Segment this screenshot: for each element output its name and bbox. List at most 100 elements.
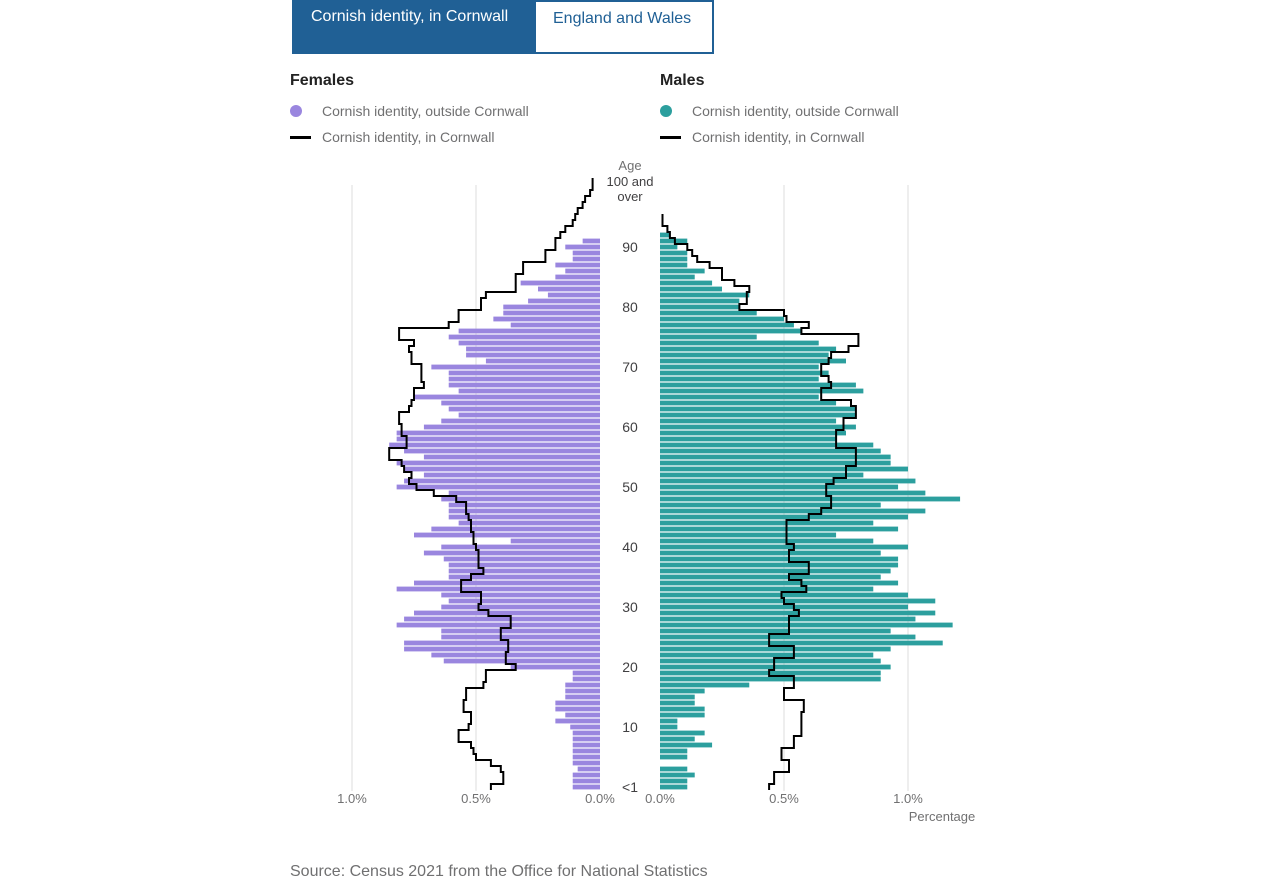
female-bar [423, 472, 600, 478]
male-bar [660, 568, 891, 574]
male-bar [660, 532, 837, 538]
male-bar [660, 646, 891, 652]
male-bar [660, 298, 740, 304]
male-bar [660, 274, 695, 280]
male-bar [660, 526, 899, 532]
male-bar [660, 688, 705, 694]
male-bar [660, 628, 891, 634]
male-bar [660, 448, 881, 454]
female-bar [441, 592, 600, 598]
female-bar [528, 298, 600, 304]
female-bar [448, 568, 600, 574]
male-bar [660, 352, 829, 358]
female-bar [485, 358, 600, 364]
tab-england-and-wales[interactable]: England and Wales [536, 0, 714, 54]
male-bar [660, 682, 750, 688]
female-bar [414, 532, 600, 538]
male-bar [660, 754, 688, 760]
female-bar [555, 706, 600, 712]
male-bar [660, 748, 688, 754]
legend-females: Females Cornish identity, outside Cornwa… [290, 72, 650, 150]
female-bar [572, 670, 600, 676]
male-bar [660, 640, 943, 646]
female-bar [441, 400, 600, 406]
female-bar [441, 634, 600, 640]
male-bar [660, 394, 819, 400]
male-bar [660, 280, 713, 286]
male-bar [660, 256, 688, 262]
male-bar [660, 700, 695, 706]
male-bar [660, 742, 713, 748]
female-bar [572, 784, 600, 790]
female-bar [396, 430, 600, 436]
female-bar [396, 436, 600, 442]
female-bar [396, 484, 600, 490]
male-bar [660, 460, 891, 466]
age-tick-label: <1 [622, 779, 638, 795]
male-bar [660, 652, 874, 658]
female-bar [458, 328, 600, 334]
age-tick-label: 30 [622, 599, 638, 615]
female-bar [396, 622, 600, 628]
female-in-cornwall-line [388, 178, 594, 790]
source-note: Source: Census 2021 from the Office for … [290, 863, 708, 880]
male-bar [660, 598, 936, 604]
male-bar [660, 388, 864, 394]
male-bar [660, 766, 688, 772]
female-bar [572, 730, 600, 736]
female-bar [510, 664, 600, 670]
male-bar [660, 772, 695, 778]
legend-males: Males Cornish identity, outside Cornwall… [660, 72, 1020, 150]
female-bar [448, 514, 600, 520]
male-bar [660, 574, 881, 580]
female-bar [423, 550, 600, 556]
female-bar [414, 610, 600, 616]
female-bar [448, 598, 600, 604]
tab-cornish-identity-in-cornwall[interactable]: Cornish identity, in Cornwall [292, 0, 536, 54]
female-bar [448, 490, 600, 496]
legend-label: Cornish identity, in Cornwall [322, 129, 495, 145]
female-bar [414, 394, 600, 400]
male-bar [660, 634, 916, 640]
male-bar [660, 502, 881, 508]
female-bar [538, 286, 600, 292]
female-bar [458, 412, 600, 418]
age-tick-label: 20 [622, 659, 638, 675]
female-bar [443, 658, 600, 664]
male-bar [660, 706, 705, 712]
male-bar [660, 472, 864, 478]
female-bar [414, 580, 600, 586]
male-bar [660, 514, 908, 520]
male-bar [660, 328, 802, 334]
female-bar [448, 574, 600, 580]
female-bar [448, 370, 600, 376]
female-bar [404, 640, 600, 646]
female-bar [520, 280, 600, 286]
female-bar [466, 352, 600, 358]
female-bar [458, 520, 600, 526]
female-bar [441, 496, 600, 502]
legend-females-title: Females [290, 72, 355, 89]
female-bar [572, 742, 600, 748]
male-bar [660, 424, 856, 430]
male-bar [660, 676, 881, 682]
female-bar [466, 346, 600, 352]
male-bar [660, 592, 908, 598]
male-bar [660, 286, 722, 292]
male-bar [660, 232, 670, 238]
female-bar [396, 586, 600, 592]
legend-males-title: Males [660, 72, 705, 89]
female-bar [572, 736, 600, 742]
male-bar [660, 292, 750, 298]
female-bar [493, 316, 600, 322]
male-bar [660, 712, 705, 718]
male-bar [660, 562, 899, 568]
female-bar [582, 238, 600, 244]
female-bar [448, 376, 600, 382]
female-bar [510, 322, 600, 328]
female-bar [448, 508, 600, 514]
male-bar [660, 310, 757, 316]
female-bar [431, 652, 600, 658]
male-bar [660, 490, 926, 496]
x-tick-label: 0.5% [461, 791, 491, 806]
